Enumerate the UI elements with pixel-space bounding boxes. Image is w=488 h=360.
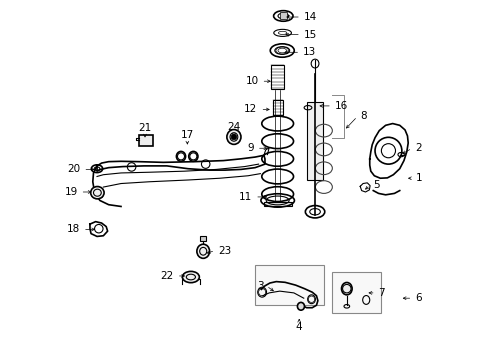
Ellipse shape: [297, 302, 304, 310]
Ellipse shape: [341, 283, 351, 295]
Ellipse shape: [197, 244, 209, 258]
Text: 3: 3: [256, 281, 263, 291]
Text: 24: 24: [227, 122, 240, 132]
Text: 10: 10: [245, 76, 258, 86]
Text: 14: 14: [303, 12, 316, 22]
Text: 11: 11: [239, 192, 252, 202]
Text: 2: 2: [414, 143, 421, 153]
Bar: [271, 66, 284, 89]
Ellipse shape: [90, 186, 104, 199]
Text: 15: 15: [303, 30, 316, 40]
Text: 20: 20: [67, 165, 81, 174]
Text: 1: 1: [415, 173, 422, 183]
Text: 23: 23: [218, 246, 231, 256]
Text: 6: 6: [414, 293, 421, 303]
Circle shape: [231, 134, 236, 140]
Text: 9: 9: [247, 143, 253, 153]
Ellipse shape: [226, 130, 241, 144]
Text: 19: 19: [64, 187, 78, 197]
Text: 18: 18: [67, 224, 80, 234]
Text: 7: 7: [378, 288, 385, 298]
Bar: [272, 100, 282, 116]
Bar: [331, 273, 380, 313]
Ellipse shape: [182, 271, 199, 283]
Bar: [139, 135, 152, 146]
Text: 17: 17: [181, 130, 194, 140]
Text: 13: 13: [303, 47, 316, 57]
Text: 22: 22: [161, 271, 174, 281]
Bar: [279, 12, 286, 19]
Bar: [306, 102, 322, 180]
Text: 8: 8: [360, 112, 366, 121]
Text: 5: 5: [372, 180, 379, 190]
Bar: [200, 237, 206, 241]
Bar: [255, 265, 323, 305]
Text: 21: 21: [138, 123, 151, 133]
Text: 16: 16: [334, 101, 347, 111]
Text: 12: 12: [244, 104, 257, 114]
Bar: [263, 202, 291, 206]
Text: 4: 4: [295, 322, 302, 332]
